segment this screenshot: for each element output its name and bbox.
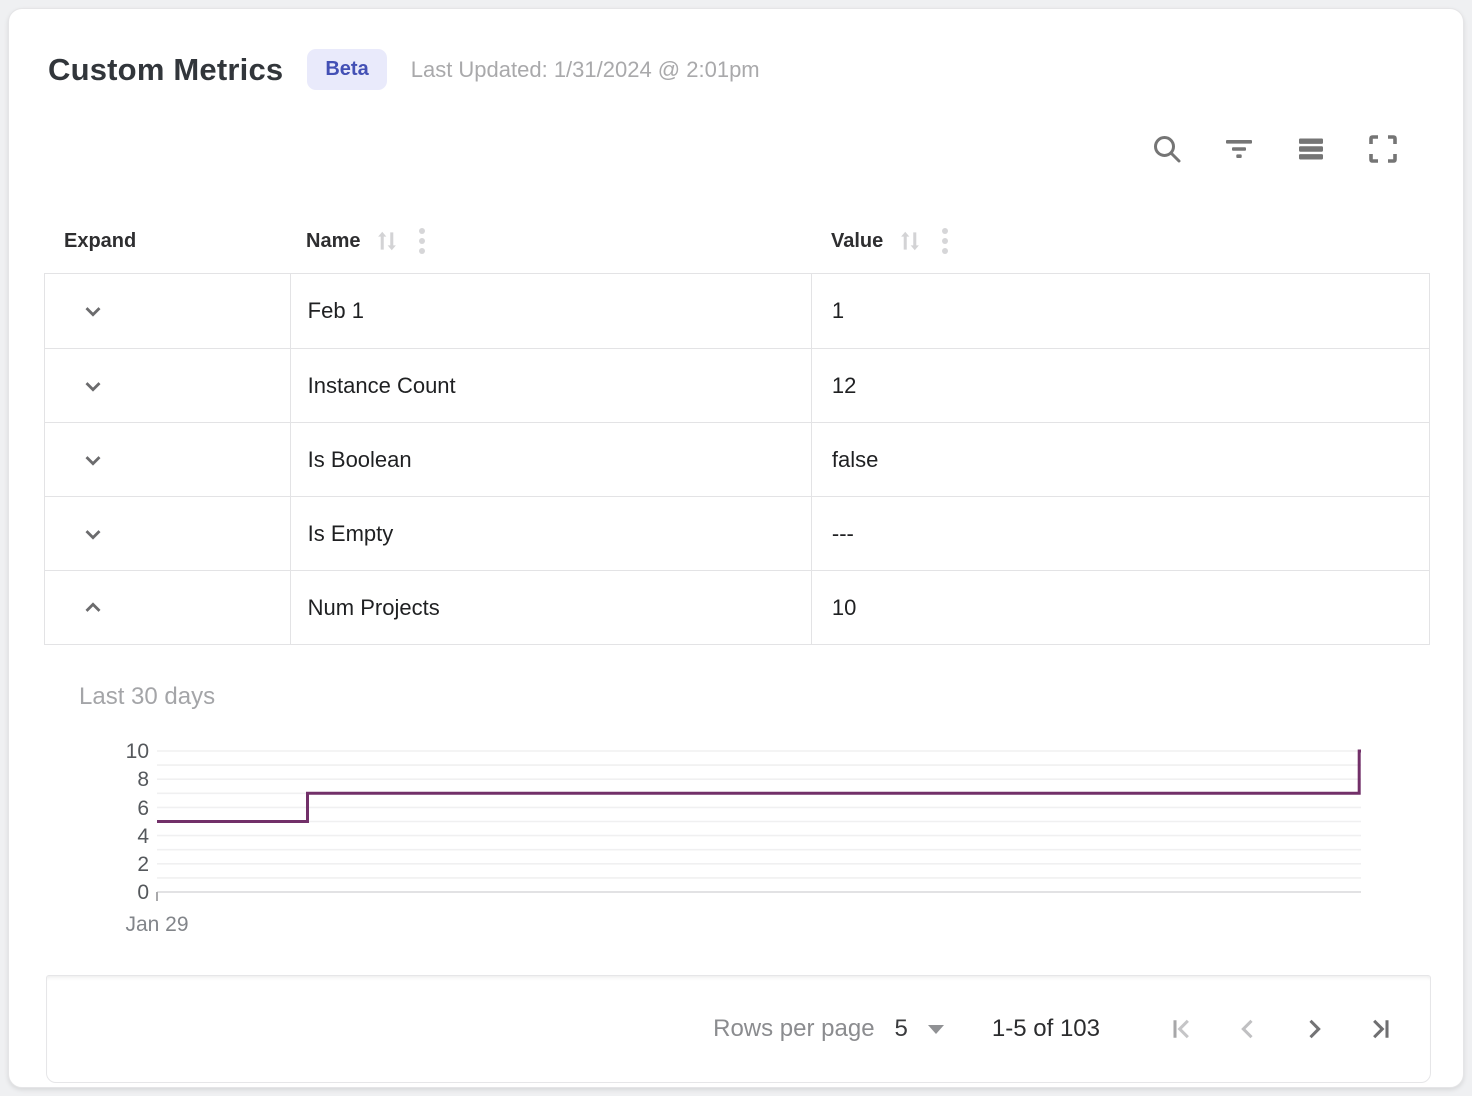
y-tick-label: 8	[137, 768, 149, 791]
beta-badge: Beta	[307, 49, 387, 90]
sort-icon[interactable]	[897, 228, 923, 254]
table-row: Is Boolean false	[45, 422, 1429, 496]
pagination-footer: Rows per page 5 1-5 of 103	[46, 975, 1431, 1083]
first-page-button[interactable]	[1168, 1015, 1196, 1043]
chart-line-series	[157, 749, 1361, 823]
toolbar	[1149, 131, 1401, 167]
search-icon[interactable]	[1149, 131, 1185, 167]
previous-page-button[interactable]	[1234, 1015, 1262, 1043]
column-header-value[interactable]: Value	[811, 225, 1430, 257]
last-updated-text: Last Updated: 1/31/2024 @ 2:01pm	[410, 56, 760, 82]
rows-per-page-label: Rows per page	[713, 1015, 875, 1042]
table-body: Feb 1 1 Instance Count 12 Is Boole	[44, 273, 1430, 645]
column-label: Name	[306, 229, 361, 252]
expand-row-button[interactable]	[78, 371, 108, 401]
table-row: Instance Count 12	[45, 348, 1429, 422]
rows-per-page-select[interactable]: 5	[895, 1015, 944, 1043]
chevron-down-icon	[85, 455, 101, 466]
page-range-label: 1-5 of 103	[991, 1015, 1100, 1042]
cell-name: Num Projects	[289, 571, 811, 644]
chevron-down-icon	[85, 381, 101, 392]
step-line-chart: 10 8 6 4 2 0 Jan 29	[125, 740, 1361, 936]
cell-value: ---	[810, 497, 1429, 570]
fullscreen-icon[interactable]	[1365, 131, 1401, 167]
y-tick-label: 10	[126, 740, 149, 763]
cell-name: Instance Count	[289, 349, 811, 422]
table-row-expanded: Num Projects 10	[45, 570, 1429, 644]
cell-value: 1	[810, 274, 1429, 348]
column-header-expand: Expand	[44, 230, 289, 253]
column-header-name[interactable]: Name	[289, 225, 811, 257]
table-header-row: Expand Name Value	[44, 209, 1430, 273]
y-tick-label: 2	[137, 853, 149, 876]
custom-metrics-card: Custom Metrics Beta Last Updated: 1/31/2…	[8, 8, 1464, 1088]
x-tick-label: Jan 29	[125, 913, 188, 936]
y-tick-label: 6	[137, 797, 149, 820]
header: Custom Metrics Beta Last Updated: 1/31/2…	[48, 49, 760, 90]
y-tick-label: 4	[137, 825, 149, 848]
collapse-row-button[interactable]	[78, 593, 108, 623]
chart-title: Last 30 days	[79, 683, 216, 710]
expand-row-button[interactable]	[78, 296, 108, 326]
chevron-down-icon	[85, 529, 101, 540]
num-projects-chart: 10 8 6 4 2 0 Jan 29	[44, 736, 1374, 941]
chevron-down-icon	[927, 1024, 944, 1034]
column-label: Value	[831, 229, 884, 252]
column-menu-icon[interactable]	[416, 225, 428, 257]
expand-row-button[interactable]	[78, 445, 108, 475]
table-row: Feb 1 1	[45, 274, 1429, 348]
column-label: Expand	[64, 229, 137, 252]
table-row: Is Empty ---	[45, 496, 1429, 570]
cell-value: false	[810, 423, 1429, 496]
expand-row-button[interactable]	[78, 519, 108, 549]
cell-value: 10	[810, 571, 1429, 644]
density-icon[interactable]	[1293, 131, 1329, 167]
chevron-down-icon	[85, 307, 101, 317]
cell-name: Is Empty	[289, 497, 811, 570]
y-tick-label: 0	[137, 881, 149, 904]
filter-icon[interactable]	[1221, 131, 1257, 167]
cell-value: 12	[810, 349, 1429, 422]
next-page-button[interactable]	[1300, 1015, 1328, 1043]
chevron-up-icon	[85, 601, 101, 612]
page-title: Custom Metrics	[48, 51, 284, 87]
pager	[1130, 1015, 1394, 1043]
metrics-table: Expand Name Value	[44, 209, 1430, 645]
sort-icon[interactable]	[374, 228, 400, 254]
last-page-button[interactable]	[1366, 1015, 1394, 1043]
cell-name: Is Boolean	[289, 423, 811, 496]
rows-per-page-value: 5	[894, 1015, 908, 1042]
cell-name: Feb 1	[289, 274, 811, 348]
column-menu-icon[interactable]	[939, 225, 951, 257]
